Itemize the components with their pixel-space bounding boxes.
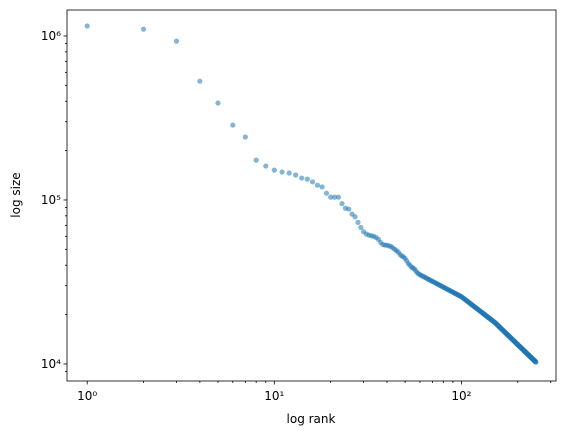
point (335, 194, 342, 200)
point (332, 194, 338, 200)
point (352, 214, 358, 220)
point (279, 169, 285, 175)
point (358, 224, 364, 231)
point (140, 26, 147, 32)
x-tick-label: 10⁰ (77, 389, 97, 403)
point (293, 172, 299, 178)
point (299, 175, 305, 181)
y-tick-label: 10⁴ (41, 357, 61, 371)
x-axis-label: log rank (287, 412, 336, 426)
point (346, 206, 352, 212)
point (328, 194, 334, 200)
point (253, 157, 259, 163)
x-tick-label: 10² (451, 389, 471, 403)
y-tick-label: 10⁵ (41, 193, 61, 207)
point (271, 167, 277, 173)
y-tick-label: 10⁶ (41, 29, 61, 43)
point (355, 219, 361, 225)
point (319, 184, 325, 190)
point (263, 163, 269, 169)
point (309, 179, 316, 185)
plot-area (66, 9, 557, 382)
point (173, 38, 180, 44)
y-axis-label: log size (9, 172, 23, 217)
point (286, 170, 292, 176)
point (84, 23, 90, 29)
x-tick-label: 10¹ (264, 389, 284, 403)
point (533, 359, 539, 365)
point (215, 100, 221, 106)
point (339, 201, 345, 207)
point (242, 134, 248, 140)
point (314, 182, 321, 188)
point (230, 122, 236, 128)
point (304, 176, 310, 182)
point (197, 78, 203, 84)
point (323, 190, 330, 196)
